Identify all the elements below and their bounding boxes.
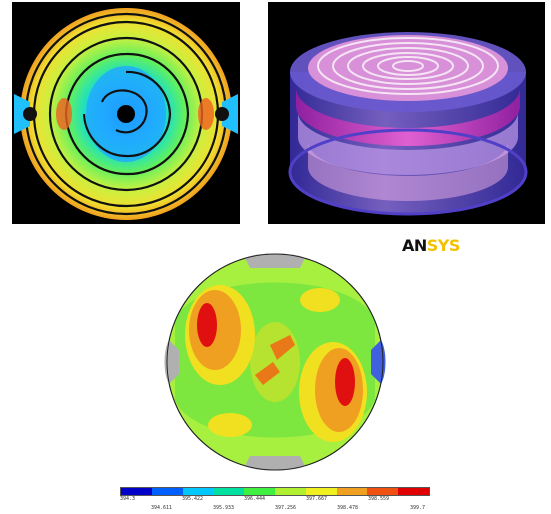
spiral-grooves bbox=[317, 37, 499, 95]
color-bar-segment bbox=[121, 488, 152, 495]
legend-labels-bottom: 394.611 395.933 397.256 398.478 399.7 bbox=[120, 505, 430, 514]
color-bar-segment bbox=[151, 488, 183, 495]
logo-part-1: AN bbox=[402, 236, 427, 255]
color-bar bbox=[120, 487, 430, 496]
gray-lobe-left bbox=[164, 340, 179, 384]
legend-label: 398.559 bbox=[368, 496, 390, 502]
hot-spot-left bbox=[56, 98, 72, 130]
legend-label: 399.7 bbox=[410, 505, 426, 511]
cylinder-bottom-rim bbox=[288, 128, 528, 216]
color-bar-segment bbox=[305, 488, 337, 495]
cylinder-svg bbox=[288, 32, 528, 216]
contour-red-left bbox=[197, 303, 217, 347]
cylinder-band-lower bbox=[298, 112, 518, 175]
contour-disc-svg bbox=[164, 253, 386, 471]
left-inlet bbox=[14, 94, 30, 134]
legend-label: 396.444 bbox=[244, 496, 266, 502]
disc-outline bbox=[166, 253, 384, 471]
gray-lobe-bottom bbox=[245, 456, 305, 471]
cylinder-band-magenta bbox=[296, 88, 520, 146]
contour-center-band bbox=[250, 322, 300, 402]
contour-yellow-bottom bbox=[208, 413, 252, 437]
legend-label: 395.422 bbox=[182, 496, 204, 502]
cylinder-3d-render bbox=[268, 2, 545, 224]
gray-lobe-top bbox=[245, 253, 305, 268]
cylinder-band-pink bbox=[308, 142, 508, 201]
spiral-plate-svg bbox=[14, 8, 238, 220]
contour-yellow-top bbox=[300, 288, 340, 312]
spiral-plate-contour-image bbox=[12, 2, 240, 224]
legend-label: 398.478 bbox=[337, 505, 359, 511]
plate-surface bbox=[308, 35, 508, 101]
color-bar-segment bbox=[398, 488, 429, 495]
color-bar-segment bbox=[244, 488, 275, 495]
legend-label: 397.256 bbox=[275, 505, 297, 511]
color-bar-segment bbox=[182, 488, 214, 495]
legend-label: 394.611 bbox=[151, 505, 173, 511]
color-scale-legend: 394.3 395.422 396.444 397.667 398.559 39… bbox=[120, 487, 430, 514]
logo-part-2: SYS bbox=[426, 236, 461, 255]
color-bar-segment bbox=[274, 488, 306, 495]
hot-spot-right bbox=[198, 98, 214, 130]
blue-lobe-right bbox=[371, 340, 386, 384]
ansys-contour-disc bbox=[155, 250, 395, 475]
left-port bbox=[23, 107, 37, 121]
legend-label: 397.667 bbox=[306, 496, 328, 502]
center-port bbox=[117, 105, 135, 123]
color-bar-segment bbox=[367, 488, 399, 495]
legend-label: 395.933 bbox=[213, 505, 235, 511]
color-bar-segment bbox=[336, 488, 368, 495]
legend-label: 394.3 bbox=[120, 496, 136, 502]
legend-labels-top: 394.3 395.422 396.444 397.667 398.559 bbox=[120, 496, 430, 505]
contour-red-right bbox=[335, 358, 355, 406]
right-port bbox=[215, 107, 229, 121]
ansys-logo: ANSYS bbox=[402, 236, 460, 255]
right-inlet bbox=[222, 94, 238, 134]
color-bar-segment bbox=[213, 488, 245, 495]
